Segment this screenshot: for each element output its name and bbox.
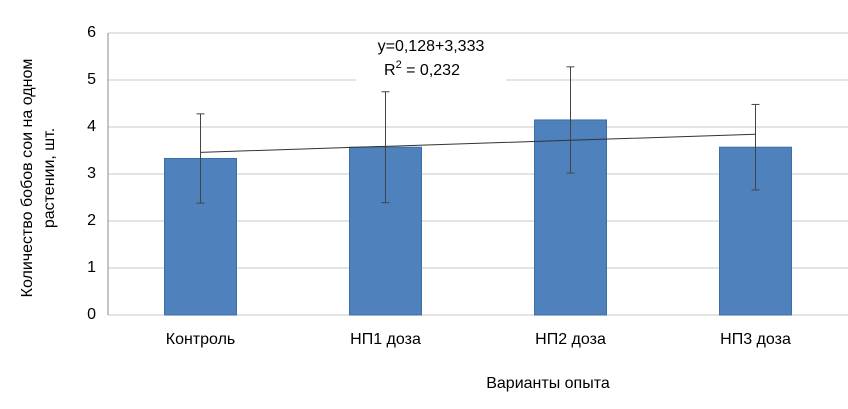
x-tick-label: НП3 доза — [720, 331, 791, 348]
y-tick-label: 3 — [87, 165, 96, 182]
r2-sup: 2 — [396, 59, 402, 71]
y-tick-label: 1 — [87, 259, 96, 276]
r2-rest: = 0,232 — [402, 62, 460, 79]
bar — [719, 146, 792, 316]
y-tick-label: 5 — [87, 71, 96, 88]
trend-r2: R2 = 0,232 — [384, 59, 460, 79]
error-bar — [381, 91, 390, 204]
y-tick-label: 0 — [87, 306, 96, 323]
error-bar — [196, 113, 205, 204]
r2-prefix: R — [384, 62, 396, 79]
trend-line — [200, 133, 756, 153]
y-tick-label: 4 — [87, 118, 96, 135]
annotation-background — [356, 34, 506, 82]
y-axis-label: Количество бобов сои на одном — [19, 59, 36, 298]
y-tick-label: 6 — [87, 24, 96, 41]
x-axis-label: Варианты опыта — [486, 375, 610, 392]
x-tick-label: НП1 доза — [350, 331, 421, 348]
error-bar — [751, 103, 760, 191]
trend-equation: y=0,128+3,333 — [378, 38, 485, 55]
x-tick-label: НП2 доза — [535, 331, 606, 348]
error-bar — [566, 66, 575, 174]
y-axis-label: растении, шт. — [41, 128, 58, 228]
x-tick-label: Контроль — [166, 331, 236, 348]
y-tick-label: 2 — [87, 212, 96, 229]
